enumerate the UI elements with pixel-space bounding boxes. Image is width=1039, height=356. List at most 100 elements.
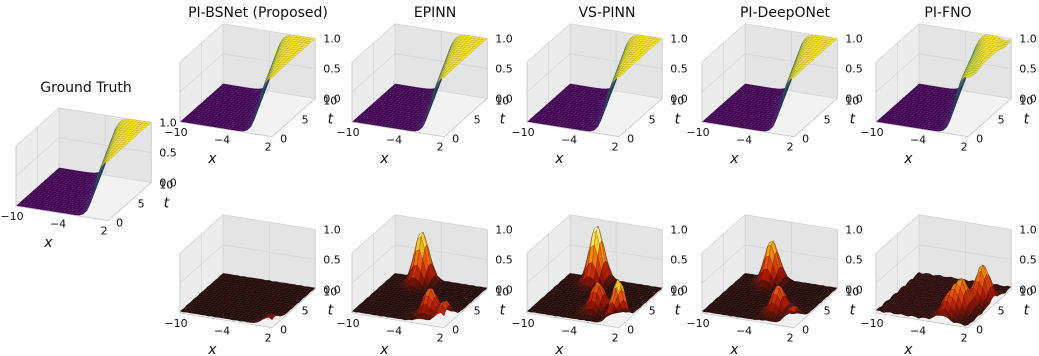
z-tick-label: 0.5: [323, 253, 341, 266]
t-tick-label: 0: [452, 324, 459, 337]
t-tick-label: 0: [452, 133, 459, 146]
x-axis-label: x: [207, 151, 217, 167]
surface-patch: [301, 44, 308, 48]
surface-patch: [129, 135, 137, 139]
subplot-title: EPINN: [414, 5, 456, 21]
x-tick-label: 2: [961, 141, 968, 154]
surface-patch: [119, 144, 127, 148]
x-tick-label: −4: [561, 133, 577, 146]
x-tick-label: 2: [612, 141, 619, 154]
x-axis-label: x: [729, 151, 739, 167]
x-tick-label: −4: [910, 133, 926, 146]
x-tick-label: 2: [265, 141, 272, 154]
x-tick-label: −4: [386, 324, 402, 337]
z-tick-label: 0.0: [159, 176, 177, 189]
z-tick-label: 0.0: [495, 283, 513, 296]
x-tick-label: −4: [214, 133, 230, 146]
axis-edge: [107, 122, 152, 221]
z-tick-label: 1.0: [323, 32, 341, 45]
t-tick-label: 5: [474, 305, 481, 318]
z-tick-label: 0.5: [323, 62, 341, 75]
t-tick-label: 5: [138, 198, 145, 211]
t-tick-label: 5: [824, 114, 831, 127]
t-axis-label: t: [850, 112, 856, 128]
z-tick-label: 1.0: [845, 32, 863, 45]
z-tick-label: 0.0: [1019, 92, 1037, 105]
x-axis-label: x: [43, 235, 53, 251]
x-tick-label: 2: [265, 332, 272, 345]
x-axis-label: x: [554, 151, 564, 167]
surface-patch: [135, 130, 142, 134]
x-axis-label: x: [379, 342, 389, 356]
subplot-title: PI-BSNet (Proposed): [188, 5, 328, 21]
surface-patch: [307, 39, 314, 43]
z-tick-label: 0.5: [495, 253, 513, 266]
t-axis-label: t: [500, 303, 506, 319]
t-tick-label: 5: [998, 114, 1005, 127]
t-tick-label: 0: [280, 133, 287, 146]
t-axis-label: t: [164, 196, 170, 212]
z-tick-label: 0.5: [1019, 62, 1037, 75]
t-axis-label: t: [328, 303, 334, 319]
z-tick-label: 0.0: [323, 283, 341, 296]
x-axis-label: x: [207, 342, 217, 356]
t-tick-label: 0: [802, 133, 809, 146]
surface-patch: [139, 126, 146, 130]
x-tick-label: −10: [511, 126, 534, 139]
z-tick-label: 1.0: [670, 32, 688, 45]
t-tick-label: 10: [159, 178, 173, 191]
z-tick-label: 1.0: [323, 223, 341, 236]
z-tick-label: 0.5: [845, 62, 863, 75]
x-tick-label: −10: [0, 210, 23, 223]
x-tick-label: −4: [386, 133, 402, 146]
z-tick-label: 0.0: [670, 92, 688, 105]
x-tick-label: 2: [437, 332, 444, 345]
subplot-title: VS-PINN: [578, 5, 635, 21]
surface-patch: [104, 159, 111, 164]
t-tick-label: 0: [116, 217, 123, 230]
z-tick-label: 0.0: [323, 92, 341, 105]
z-tick-label: 0.5: [670, 62, 688, 75]
x-tick-label: −10: [336, 126, 359, 139]
x-tick-label: −4: [736, 133, 752, 146]
x-tick-label: −10: [164, 317, 187, 330]
z-tick-label: 0.0: [845, 92, 863, 105]
x-tick-label: −10: [164, 126, 187, 139]
t-axis-label: t: [500, 112, 506, 128]
x-tick-label: −10: [336, 317, 359, 330]
subplot-title: PI-FNO: [924, 5, 971, 21]
t-tick-label: 5: [302, 114, 309, 127]
x-tick-label: −10: [860, 126, 883, 139]
x-axis-label: x: [903, 151, 913, 167]
surface-patch: [125, 139, 132, 142]
surface-patch: [133, 132, 140, 135]
x-tick-label: 2: [437, 141, 444, 154]
t-tick-label: 0: [280, 324, 287, 337]
surface-patch: [131, 133, 138, 137]
z-tick-label: 1.0: [495, 32, 513, 45]
t-tick-label: 5: [649, 114, 656, 127]
surface-patch: [123, 140, 131, 144]
x-tick-label: −4: [50, 217, 66, 230]
z-tick-label: 0.0: [495, 92, 513, 105]
subplot-title: Ground Truth: [40, 80, 131, 96]
t-axis-label: t: [675, 112, 681, 128]
t-tick-label: 0: [976, 133, 983, 146]
surface-patch: [303, 42, 310, 46]
surface-patch: [121, 142, 129, 146]
t-axis-label: t: [1024, 112, 1030, 128]
x-axis-label: x: [379, 151, 389, 167]
t-axis-label: t: [328, 112, 334, 128]
surface-patch: [114, 149, 121, 153]
z-tick-label: 1.0: [495, 223, 513, 236]
t-tick-label: 0: [627, 133, 634, 146]
